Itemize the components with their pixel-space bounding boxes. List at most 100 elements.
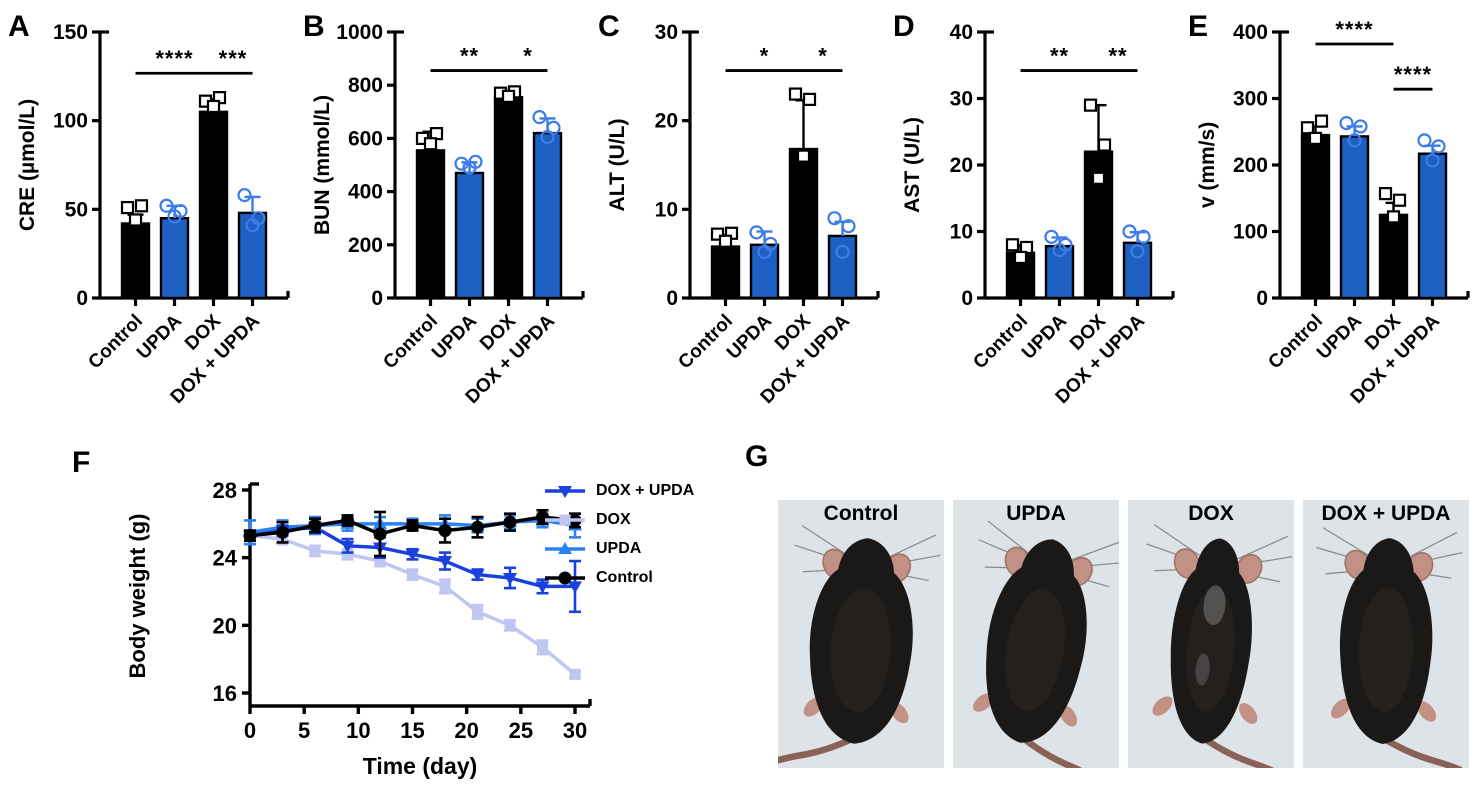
significance-stars: *: [760, 44, 770, 69]
mouse-foot-left: [973, 693, 994, 712]
data-point-circle: [237, 188, 252, 203]
legend-item-dox-upda: DOX + UPDA: [542, 476, 747, 505]
y-tick-label: 600: [348, 127, 383, 150]
marker-triangle-down: [340, 540, 355, 553]
mouse-fur-patch: [1203, 585, 1226, 626]
mouse-tail: [1379, 734, 1463, 773]
marker-square: [569, 668, 581, 680]
data-point-square: [1314, 114, 1329, 128]
panel-e-letter: E: [1188, 10, 1209, 43]
bar-dox-upda: [1122, 241, 1153, 300]
panel-g: G Control UPDA DOX DOX + UPDA: [745, 438, 1476, 788]
panel-a: A 0 50 100 150 CRE (µmol/L) Control UPDA DOX DOX…: [0, 0, 295, 438]
data-point-circle: [1431, 139, 1446, 154]
y-axis-title: AST (U/L): [901, 117, 924, 213]
legend-marker-upda: [545, 541, 585, 554]
mouse-foot-left: [1152, 696, 1173, 716]
chart-legend: DOX + UPDA DOX UPDA Control: [542, 476, 747, 592]
legend-label: Control: [596, 568, 653, 586]
data-point-circle: [1339, 116, 1354, 131]
data-point-square: [1097, 138, 1112, 152]
data-point-square: [501, 89, 516, 103]
panel-e: E 0 100 200 300 400 v (mm/s) Control UPDA DOX DOX…: [1180, 0, 1475, 438]
y-axis-title: CRE (µmol/L): [16, 99, 39, 231]
data-point-square: [120, 200, 135, 215]
y-tick-label: 200: [1233, 154, 1268, 177]
significance-stars: **: [1108, 44, 1127, 69]
data-point-square: [423, 137, 438, 151]
x-tick-label: UPDA: [1313, 310, 1366, 363]
data-point-circle: [1417, 133, 1432, 148]
data-point-circle: [1130, 244, 1145, 259]
x-tick-label: 5: [298, 718, 310, 743]
panel-c: C 0 10 20 30 ALT (U/L) Control UPDA DOX DOX + UP…: [590, 0, 885, 438]
panel-b: B 0 200 400 600 800 1000 BUN (mmol/L) Control UP…: [295, 0, 590, 438]
mouse-silhouette: [1146, 524, 1293, 777]
legend-label: DOX: [596, 510, 631, 528]
y-tick-label: 24: [213, 546, 238, 571]
marker-square: [559, 514, 571, 525]
y-tick-label: 10: [655, 198, 678, 221]
data-point-square: [718, 234, 733, 248]
y-tick-label: 30: [655, 21, 678, 44]
marker-circle: [308, 519, 322, 533]
y-tick-label: 0: [76, 287, 88, 310]
marker-circle: [406, 519, 419, 533]
marker-circle: [341, 513, 354, 527]
x-tick-label: Control: [379, 311, 442, 374]
bar-upda: [749, 243, 780, 300]
y-tick-label: 16: [213, 681, 237, 706]
data-point-circle: [1052, 243, 1067, 258]
mouse-photo-dox: DOX: [1128, 500, 1294, 777]
data-point-circle: [835, 244, 850, 259]
mouse-image: [771, 500, 944, 768]
panel-b-letter: B: [303, 10, 325, 43]
y-tick-label: 100: [1233, 221, 1268, 244]
significance-stars: ****: [1394, 62, 1432, 87]
data-point-square: [802, 92, 817, 106]
mouse-fur-highlight: [1186, 588, 1235, 712]
marker-square: [342, 548, 353, 560]
marker-triangle-down: [558, 485, 572, 498]
data-point-square: [1005, 238, 1020, 252]
y-tick-label: 1000: [336, 21, 383, 44]
y-tick-label: 0: [1256, 287, 1268, 310]
bar-dox-upda: [532, 131, 563, 300]
x-tick-label: UPDA: [723, 310, 776, 363]
mouse-photo-control: Control: [771, 500, 944, 768]
significance-stars: **: [1050, 44, 1069, 69]
data-point-square: [1378, 186, 1393, 201]
mouse-photo-strip: Control UPDA DOX DOX + UPDA: [771, 500, 1469, 781]
photo-label: DOX + UPDA: [1321, 502, 1451, 525]
data-point-square: [788, 87, 803, 101]
data-point-circle: [749, 225, 764, 240]
x-tick-label: UPDA: [1018, 310, 1071, 363]
significance-stars: **: [460, 44, 479, 69]
y-tick-label: 28: [213, 478, 237, 503]
marker-circle: [243, 529, 257, 543]
marker-square: [309, 545, 321, 557]
bar-dox: [1378, 213, 1409, 300]
mouse-tail: [771, 734, 858, 765]
mouse-image: [953, 500, 1124, 781]
legend-marker-dox-upda: [545, 485, 585, 498]
bar-upda: [1339, 135, 1370, 300]
x-tick-label: UPDA: [428, 310, 481, 363]
data-point-circle: [167, 209, 182, 224]
y-tick-label: 400: [1233, 21, 1268, 44]
marker-circle: [373, 527, 387, 541]
y-tick-label: 200: [348, 234, 383, 257]
data-point-circle: [245, 218, 260, 233]
data-point-square: [1392, 193, 1407, 207]
data-point-circle: [1353, 119, 1368, 134]
data-point-square: [1300, 121, 1315, 135]
legend-marker-dox: [545, 514, 585, 525]
bar-dox: [493, 95, 524, 300]
panel-g-letter: G: [745, 440, 769, 473]
marker-triangle-down: [568, 581, 582, 594]
x-tick-label: Control: [1264, 311, 1327, 374]
y-tick-label: 0: [961, 287, 973, 310]
data-point-square: [1386, 210, 1401, 224]
